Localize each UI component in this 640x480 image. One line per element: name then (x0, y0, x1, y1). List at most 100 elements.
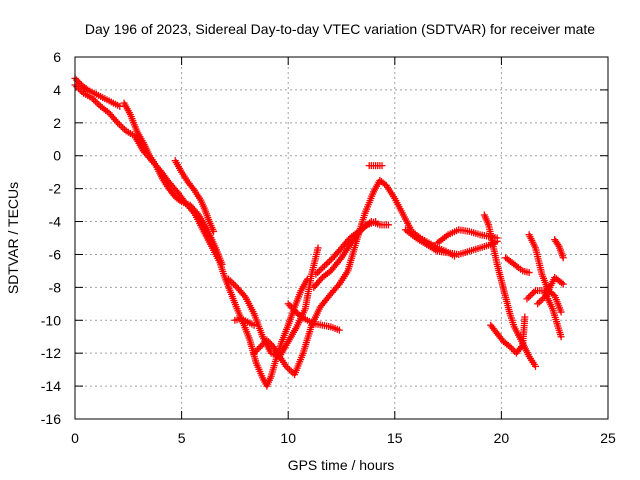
x-tick-label: 25 (600, 430, 616, 446)
data-point (287, 303, 295, 311)
data-point (112, 117, 120, 125)
plot-frame (74, 56, 609, 420)
data-point (292, 308, 300, 316)
data-point (263, 336, 271, 344)
data-point (528, 290, 536, 298)
data-point (115, 120, 123, 128)
data-point (119, 124, 127, 132)
data-point (317, 265, 325, 273)
data-point (253, 346, 261, 354)
y-tick-label: -10 (41, 312, 61, 328)
data-point (327, 255, 335, 263)
series-trace-14 (480, 211, 540, 370)
data-point (260, 339, 268, 347)
y-axis-ticks: -16 -14 -12 -10 -8 -6 -4 -2 0 2 4 6 (41, 49, 608, 427)
chart-title: Day 196 of 2023, Sidereal Day-to-day VTE… (85, 21, 595, 37)
series-trace-17 (525, 231, 565, 316)
data-point (73, 76, 81, 84)
data-point (526, 292, 534, 300)
data-point (252, 348, 260, 356)
data-point (294, 310, 302, 318)
data-point (210, 227, 218, 235)
y-tick-label: -2 (49, 181, 62, 197)
data-point (532, 362, 540, 370)
data-point (334, 282, 342, 290)
data-point (266, 339, 274, 347)
data-point (521, 313, 529, 321)
y-tick-label: 2 (53, 115, 61, 131)
series-trace-3 (120, 99, 226, 268)
data-point (557, 308, 565, 316)
y-tick-label: -4 (49, 214, 62, 230)
series-trace-6 (231, 315, 258, 329)
data-point (335, 326, 343, 334)
y-tick-label: -16 (41, 411, 61, 427)
data-point (268, 341, 276, 349)
data-point (286, 301, 294, 309)
data-point (314, 244, 322, 252)
data-point (218, 260, 226, 268)
x-axis-label: GPS time / hours (288, 457, 395, 473)
series-trace-16 (502, 254, 533, 277)
data-point (517, 343, 525, 351)
series-trace-10 (312, 218, 380, 278)
data-point (256, 343, 264, 351)
data-point (322, 260, 330, 268)
data-point (534, 300, 542, 308)
data-point (537, 297, 545, 305)
data-point (513, 262, 521, 270)
data-point (378, 162, 386, 170)
data-point (554, 241, 562, 249)
series-trace-13 (433, 226, 501, 247)
y-tick-label: -6 (49, 246, 62, 262)
series-trace-11 (365, 162, 386, 170)
data-point (324, 259, 332, 267)
data-point (557, 333, 565, 341)
data-point (93, 99, 101, 107)
data-point (189, 185, 197, 193)
data-point (506, 343, 514, 351)
x-axis-ticks: 0 5 10 15 20 25 (71, 57, 616, 446)
data-point (384, 221, 392, 229)
data-point (525, 269, 533, 277)
data-point (258, 341, 266, 349)
series-trace-15 (487, 313, 529, 357)
data-points (71, 74, 567, 390)
y-tick-label: -14 (41, 378, 61, 394)
series-trace-2 (71, 81, 311, 390)
series-trace-4 (171, 157, 218, 235)
data-point (295, 311, 303, 319)
y-tick-label: -8 (49, 279, 62, 295)
y-tick-label: 4 (53, 82, 61, 98)
data-point (525, 293, 533, 301)
data-point (319, 264, 327, 272)
data-point (535, 298, 543, 306)
data-point (523, 295, 531, 303)
data-point (559, 280, 567, 288)
data-point (284, 300, 292, 308)
y-tick-label: -12 (41, 345, 61, 361)
data-point (508, 344, 516, 352)
data-point (250, 349, 258, 357)
data-point (240, 292, 248, 300)
series-trace-19 (534, 273, 567, 308)
data-point (116, 102, 124, 110)
data-point (176, 197, 184, 205)
data-point (264, 338, 272, 346)
y-axis-label: SDTVAR / TECUs (5, 182, 21, 294)
data-point (559, 254, 567, 262)
x-tick-label: 20 (494, 430, 510, 446)
series-trace-1 (71, 74, 124, 110)
series-trace-12 (401, 226, 501, 258)
gridlines (75, 57, 608, 419)
data-point (291, 306, 299, 314)
data-point (255, 344, 263, 352)
series-trace-20 (551, 236, 567, 262)
data-point (74, 78, 82, 86)
data-point (231, 282, 239, 290)
data-point (315, 267, 323, 275)
data-point (287, 367, 295, 375)
x-tick-label: 10 (280, 430, 296, 446)
x-tick-label: 0 (71, 430, 79, 446)
y-tick-label: 6 (53, 49, 61, 65)
